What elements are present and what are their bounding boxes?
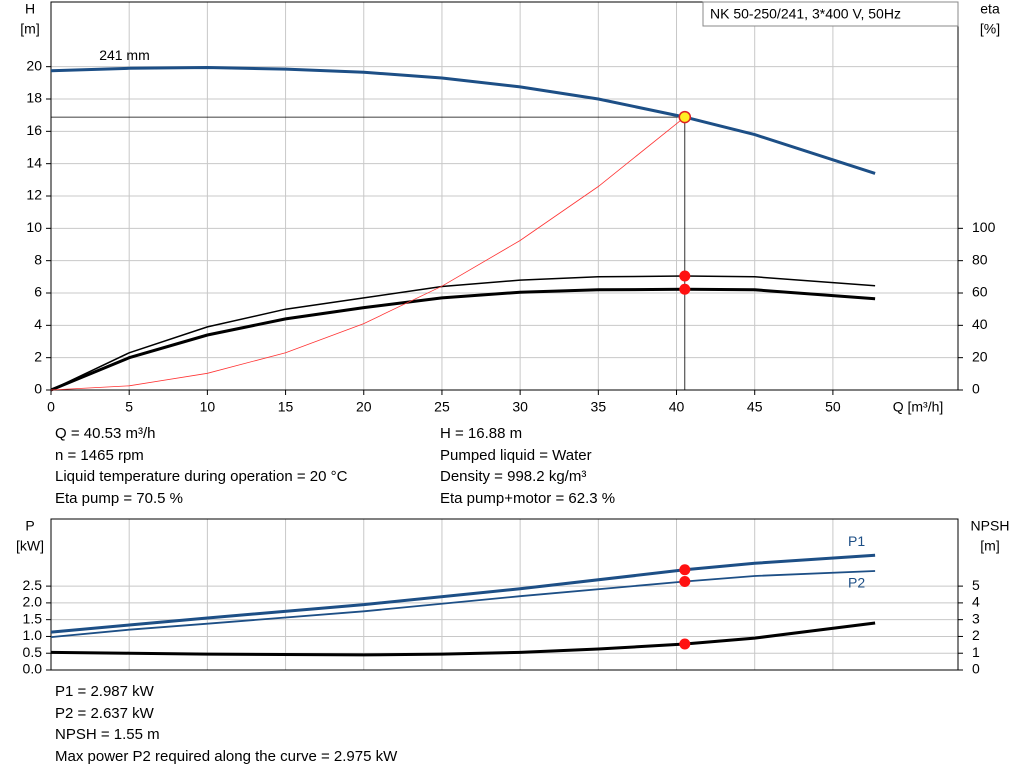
x-tick-label: 30 bbox=[512, 399, 528, 415]
x-tick-label: 15 bbox=[278, 399, 294, 415]
y2-axis-label: NPSH bbox=[971, 518, 1010, 534]
series-line bbox=[50, 287, 876, 392]
y-tick-label: 20 bbox=[26, 57, 42, 73]
y-axis-label: [m] bbox=[20, 21, 39, 37]
x-tick-label: 10 bbox=[200, 399, 216, 415]
x-tick-label: 25 bbox=[434, 399, 450, 415]
y-axis-label: H bbox=[25, 1, 35, 17]
operating-point bbox=[678, 110, 692, 124]
y-tick-label: 1.0 bbox=[23, 627, 43, 643]
operating-point bbox=[679, 638, 691, 650]
info-line: Max power P2 required along the curve = … bbox=[55, 747, 398, 765]
y-tick-label: 16 bbox=[26, 122, 42, 138]
x-tick-label: 40 bbox=[669, 399, 685, 415]
y-axis-label: P bbox=[25, 518, 34, 534]
x-tick-label: 0 bbox=[47, 399, 55, 415]
x-tick-label: 20 bbox=[356, 399, 372, 415]
y-tick-label: 0.0 bbox=[23, 661, 43, 677]
info-line: Liquid temperature during operation = 20… bbox=[55, 468, 348, 485]
y-axis-label: [kW] bbox=[16, 538, 44, 554]
y2-axis-label: [%] bbox=[980, 21, 1000, 37]
info-line: Eta pump = 70.5 % bbox=[55, 489, 183, 507]
info-line: P2 = 2.637 kW bbox=[55, 704, 154, 722]
y2-tick-label: 0 bbox=[972, 381, 980, 397]
y2-tick-label: 5 bbox=[972, 577, 980, 593]
y2-axis-label: eta bbox=[980, 1, 1000, 17]
series-line bbox=[50, 116, 686, 391]
y-tick-label: 14 bbox=[26, 154, 42, 170]
series-line bbox=[50, 65, 876, 175]
y2-tick-label: 0 bbox=[972, 661, 980, 677]
x-axis-label: Q [m³/h] bbox=[893, 399, 944, 415]
y2-tick-label: 2 bbox=[972, 627, 980, 643]
operating-point bbox=[679, 564, 691, 576]
y-tick-label: 2.5 bbox=[23, 577, 43, 593]
series-label: 241 mm bbox=[99, 47, 150, 63]
y2-tick-label: 40 bbox=[972, 316, 988, 332]
y2-axis-label: [m] bbox=[980, 538, 999, 554]
operating-point bbox=[679, 270, 691, 282]
series-line bbox=[50, 570, 876, 638]
title-box bbox=[702, 1, 959, 27]
y-tick-label: 8 bbox=[34, 251, 42, 267]
y-tick-label: 0 bbox=[34, 381, 42, 397]
y2-tick-label: 80 bbox=[972, 251, 988, 267]
info-left: Q = 40.53 m³/h n = 1465 rpm Liquid tempera… bbox=[55, 423, 347, 509]
x-tick-label: 35 bbox=[591, 399, 607, 415]
series-line bbox=[50, 553, 876, 634]
info-line: Density = 998.2 kg/m³ bbox=[440, 468, 587, 485]
operating-point bbox=[679, 283, 691, 295]
y2-tick-label: 1 bbox=[972, 644, 980, 660]
plot-frame bbox=[50, 518, 959, 671]
x-tick-label: 45 bbox=[747, 399, 763, 415]
info-line: n = 1465 rpm bbox=[55, 446, 144, 464]
y2-tick-label: 100 bbox=[972, 219, 996, 235]
plot-frame bbox=[50, 1, 959, 391]
y-tick-label: 6 bbox=[34, 284, 42, 300]
info-right: H = 16.88 m Pumped liquid = Water Density … bbox=[440, 423, 615, 509]
y-tick-label: 4 bbox=[34, 316, 42, 332]
y2-tick-label: 60 bbox=[972, 284, 988, 300]
series-label: P2 bbox=[848, 575, 865, 591]
y2-tick-label: 20 bbox=[972, 348, 988, 364]
operating-point bbox=[679, 576, 691, 588]
y2-tick-label: 3 bbox=[972, 610, 980, 626]
info-line: H = 16.88 m bbox=[440, 425, 523, 442]
y-tick-label: 12 bbox=[26, 187, 42, 203]
info-line: NPSH = 1.55 m bbox=[55, 726, 160, 743]
y-tick-label: 10 bbox=[26, 219, 42, 235]
series-line bbox=[50, 621, 876, 657]
y-tick-label: 2.0 bbox=[23, 594, 43, 610]
x-tick-label: 50 bbox=[825, 399, 841, 415]
info-line: Eta pump+motor = 62.3 % bbox=[440, 489, 616, 507]
y-tick-label: 18 bbox=[26, 90, 42, 106]
y-tick-label: 1.5 bbox=[23, 610, 43, 626]
x-tick-label: 5 bbox=[125, 399, 133, 415]
info-line: P1 = 2.987 kW bbox=[55, 683, 154, 700]
info-line: Pumped liquid = Water bbox=[440, 446, 592, 464]
chart-title: NK 50-250/241, 3*400 V, 50Hz bbox=[710, 6, 901, 22]
y-tick-label: 2 bbox=[34, 348, 42, 364]
y2-tick-label: 4 bbox=[972, 594, 980, 610]
y-tick-label: 0.5 bbox=[23, 644, 43, 660]
info-bottom: P1 = 2.987 kW P2 = 2.637 kW NPSH = 1.55 m M… bbox=[55, 681, 397, 767]
info-line: Q = 40.53 m³/h bbox=[55, 425, 156, 442]
series-label: P1 bbox=[848, 533, 865, 549]
